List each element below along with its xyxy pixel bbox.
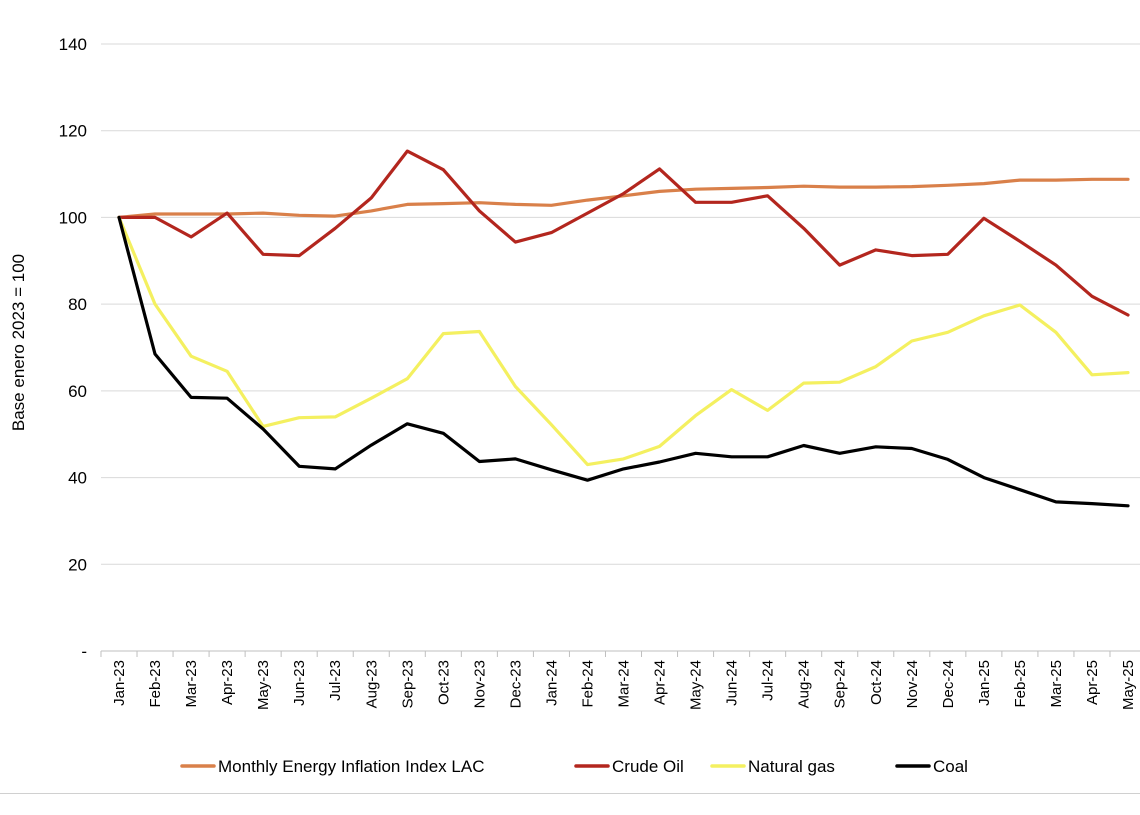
x-tick-label: Apr-23: [219, 660, 236, 705]
series-line-1: [117, 149, 1130, 317]
x-tick-label: Feb-25: [1012, 660, 1029, 708]
series-line-3: [117, 215, 1130, 508]
x-tick-label: Nov-24: [904, 660, 921, 708]
series-lines: [117, 149, 1130, 508]
legend-label-0: Monthly Energy Inflation Index LAC: [218, 757, 484, 776]
x-tick-label: Feb-23: [147, 660, 164, 708]
gridlines: [101, 43, 1140, 652]
series-line-2: [117, 215, 1130, 467]
x-axis: Jan-23 Feb-23 Mar-23 Apr-23 May-23 Jun-23 Jul-…: [100, 650, 1140, 710]
x-tick-label: May-24: [688, 660, 705, 710]
x-tick-label: Jun-24: [724, 660, 741, 706]
bottom-divider: [0, 793, 1140, 794]
x-tick-label: Oct-23: [435, 660, 452, 705]
x-tick-label: Jul-23: [327, 660, 344, 701]
legend-label-1: Crude Oil: [612, 757, 684, 776]
x-tick-label: Jan-25: [976, 660, 993, 706]
y-tick-label: 100: [59, 208, 87, 227]
x-tick-label: Aug-23: [363, 660, 380, 708]
x-tick-label: Sep-23: [399, 660, 416, 708]
legend-label-2: Natural gas: [748, 757, 835, 776]
x-tick-label: Dec-23: [507, 660, 524, 708]
x-tick-label: Nov-23: [471, 660, 488, 708]
x-tick-label: Feb-24: [579, 660, 596, 708]
x-tick-label: Jan-24: [543, 660, 560, 706]
x-tick-label: Mar-23: [183, 660, 200, 708]
series-line-0: [117, 177, 1130, 219]
y-tick-label: 40: [68, 469, 87, 488]
legend: Monthly Energy Inflation Index LAC Crude …: [180, 757, 968, 776]
x-tick-label: Dec-24: [940, 660, 957, 708]
y-tick-label: 20: [68, 555, 87, 574]
y-tick-label: -: [81, 642, 87, 661]
x-tick-label: Mar-25: [1048, 660, 1065, 708]
x-tick-label: Jun-23: [291, 660, 308, 706]
x-tick-label: Oct-24: [868, 660, 885, 705]
y-tick-label: 140: [59, 35, 87, 54]
y-tick-label: 120: [59, 122, 87, 141]
x-tick-label: May-25: [1120, 660, 1137, 710]
x-tick-label: Mar-24: [616, 660, 633, 708]
y-axis: - 20 40 60 80 100 120 140: [59, 35, 87, 661]
x-tick-label: Aug-24: [796, 660, 813, 708]
x-tick-label: Apr-24: [652, 660, 669, 705]
x-tick-label: May-23: [255, 660, 272, 710]
x-tick-label: Jan-23: [111, 660, 128, 706]
x-tick-label: Apr-25: [1084, 660, 1101, 705]
y-tick-label: 80: [68, 295, 87, 314]
y-tick-label: 60: [68, 382, 87, 401]
y-axis-label: Base enero 2023 = 100: [9, 254, 28, 431]
x-tick-label: Jul-24: [760, 660, 777, 701]
legend-label-3: Coal: [933, 757, 968, 776]
x-tick-label: Sep-24: [832, 660, 849, 708]
